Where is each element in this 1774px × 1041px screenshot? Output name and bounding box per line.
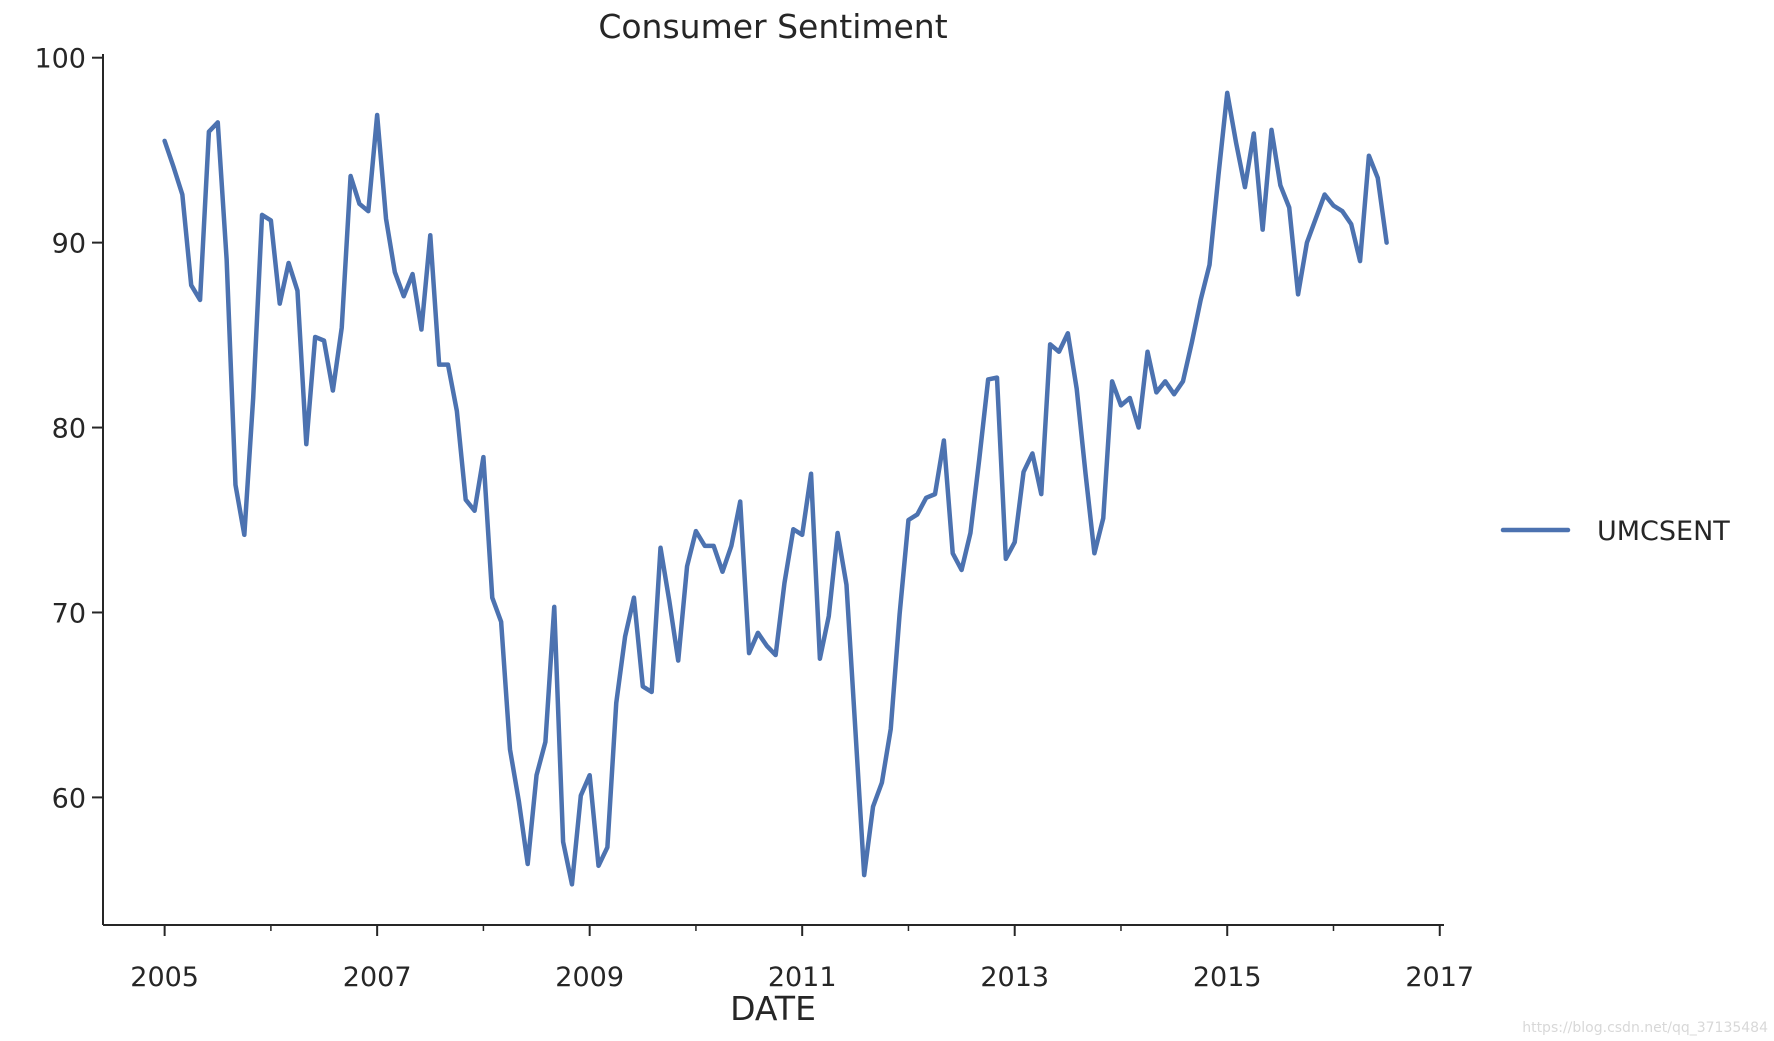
watermark: https://blog.csdn.net/qq_37135484 <box>1522 1020 1768 1036</box>
series-line-umcsent <box>162 90 1389 887</box>
x-tick-label: 2005 <box>130 962 199 993</box>
x-axis-ticks: 2005 2007 2009 2011 2013 2015 2017 <box>130 925 1474 993</box>
y-tick-label: 80 <box>52 414 86 445</box>
y-tick-label: 60 <box>52 783 86 814</box>
y-tick-label: 70 <box>52 598 86 629</box>
x-tick-label: 2017 <box>1405 962 1474 993</box>
x-tick-label: 2013 <box>980 962 1049 993</box>
x-axis-label: DATE <box>730 989 816 1028</box>
y-axis-ticks: 60 70 80 90 100 <box>34 44 103 814</box>
x-tick-label: 2011 <box>768 962 837 993</box>
x-tick-label: 2009 <box>555 962 624 993</box>
series-layer <box>162 90 1389 887</box>
plot-area: 60 70 80 90 100 2005 2007 2009 2011 2013 2015 2017 <box>34 44 1474 993</box>
y-tick-label: 90 <box>52 229 86 260</box>
chart-title: Consumer Sentiment <box>598 7 947 46</box>
legend-label: UMCSENT <box>1597 516 1730 547</box>
x-tick-label: 2007 <box>343 962 412 993</box>
y-tick-label: 100 <box>34 44 86 75</box>
x-tick-label: 2015 <box>1193 962 1262 993</box>
legend: UMCSENT <box>1500 516 1730 547</box>
